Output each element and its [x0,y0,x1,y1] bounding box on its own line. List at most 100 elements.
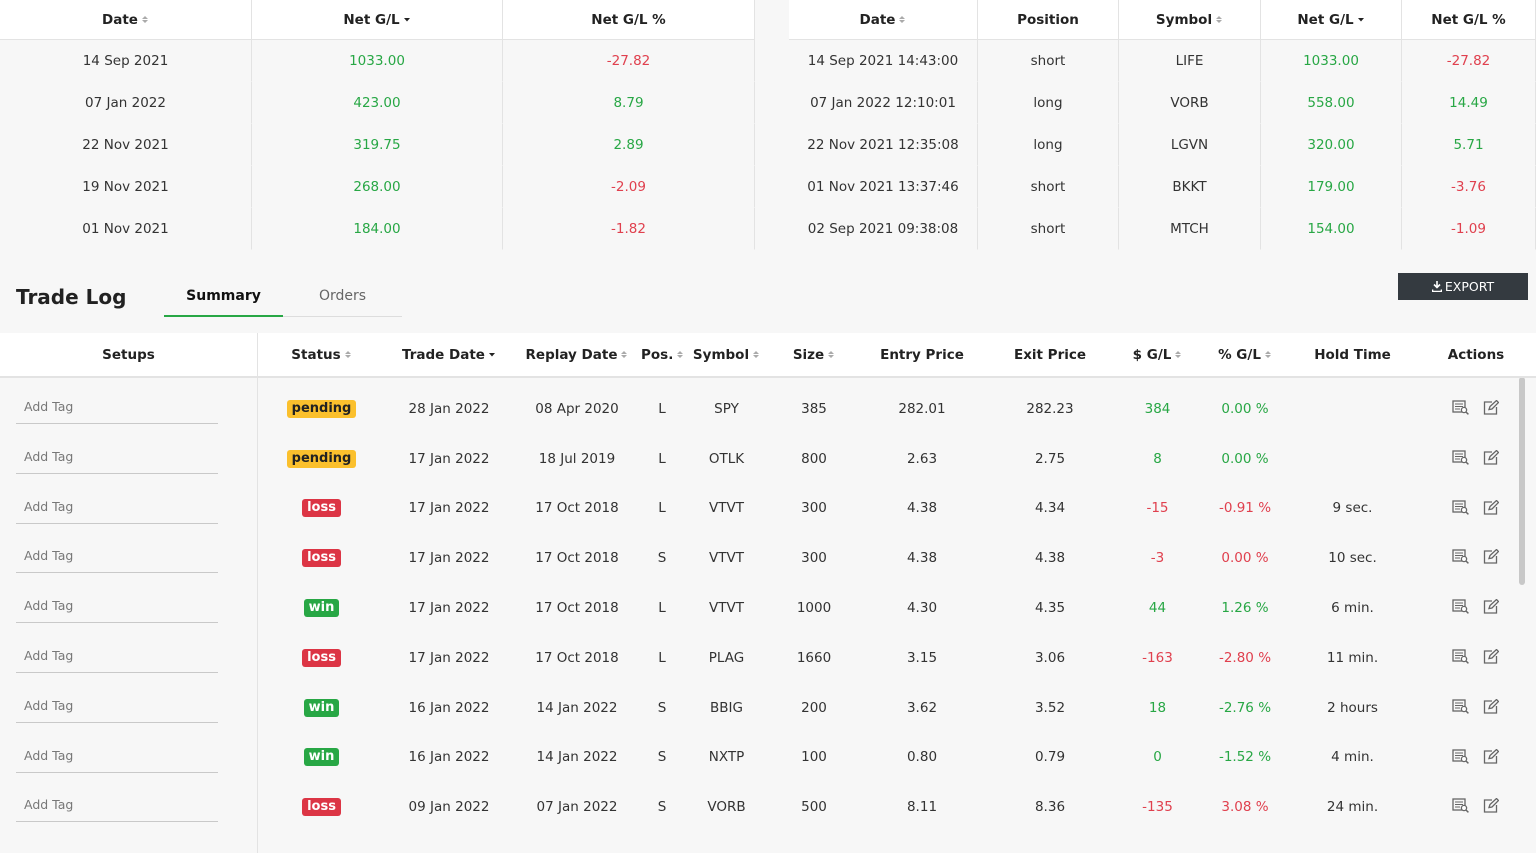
edit-icon[interactable] [1483,599,1499,614]
edit-icon[interactable] [1483,499,1499,515]
column-header[interactable]: Symbol [1119,0,1261,40]
sort-icon[interactable] [403,15,411,24]
sort-icon[interactable] [898,15,906,24]
table-cell: 8.79 [503,82,755,124]
sort-icon[interactable] [488,350,496,359]
view-icon[interactable] [1451,599,1469,615]
view-icon[interactable] [1451,450,1469,465]
edit-icon[interactable] [1483,649,1499,664]
table-cell: 0.00 % [1201,533,1289,583]
column-header[interactable]: Hold Time [1289,333,1416,377]
edit-icon[interactable] [1483,748,1499,764]
column-header[interactable]: Entry Price [858,333,986,377]
cell-text: 4.34 [1034,500,1066,517]
status-badge: loss [302,648,341,667]
table-cell: -1.82 [503,208,755,250]
cell-text: 4.38 [1034,550,1066,567]
column-header[interactable]: % G/L [1201,333,1289,377]
column-header[interactable]: Replay Date [513,333,641,377]
view-icon[interactable] [1451,549,1469,565]
cell-text: 11 min. [1326,649,1379,666]
add-tag-input[interactable]: Add Tag [16,390,218,424]
add-tag-placeholder: Add Tag [24,399,74,414]
add-tag-input[interactable]: Add Tag [16,689,218,723]
edit-icon[interactable] [1483,400,1499,415]
cell-text: -3.76 [1451,178,1486,195]
status-badge: pending [286,399,357,418]
cell-text: 14 Jan 2022 [536,749,618,766]
column-header[interactable]: Net G/L [1261,0,1402,40]
view-icon[interactable] [1451,499,1469,515]
edit-icon[interactable] [1483,798,1499,814]
column-header[interactable]: Actions [1416,333,1536,377]
header-label: Hold Time [1314,346,1391,363]
edit-icon[interactable] [1483,449,1499,465]
cell-text: 3.62 [906,699,938,716]
add-tag-input[interactable]: Add Tag [16,490,218,524]
add-tag-input[interactable]: Add Tag [16,639,218,673]
column-header[interactable]: Setups [0,333,258,377]
setups-divider [257,377,258,853]
view-icon[interactable] [1451,748,1469,764]
header-label: Entry Price [880,346,964,363]
column-header[interactable]: $ G/L [1114,333,1201,377]
column-header[interactable]: Pos. [641,333,683,377]
sort-icon[interactable] [752,350,760,359]
table-cell: 3.08 % [1201,782,1289,832]
actions [1440,599,1510,617]
tab-orders[interactable]: Orders [318,288,367,304]
column-header[interactable]: Exit Price [986,333,1114,377]
edit-icon[interactable] [1483,549,1499,565]
sort-icon[interactable] [676,350,683,359]
sort-icon[interactable] [141,15,149,24]
add-tag-input[interactable]: Add Tag [16,539,218,574]
table-cell: 319.75 [252,124,503,166]
column-header[interactable]: Size [770,333,858,377]
cell-text: -27.82 [1446,52,1491,69]
column-header[interactable]: Status [258,333,385,377]
table-cell: 800 [770,434,858,484]
table-cell: 320.00 [1261,124,1402,166]
add-tag-input[interactable]: Add Tag [16,440,218,474]
column-header[interactable]: Trade Date [385,333,513,377]
add-tag-input[interactable]: Add Tag [16,739,218,773]
cell-text: 19 Nov 2021 [82,178,169,195]
column-header[interactable]: Net G/L % [1402,0,1536,40]
cell-text: 8.11 [906,799,938,816]
export-button[interactable]: EXPORT [1398,273,1528,300]
column-header[interactable]: Date [0,0,252,40]
column-header[interactable]: Symbol [683,333,770,377]
table-cell: 100 [770,733,858,783]
view-icon[interactable] [1451,649,1469,664]
add-tag-input[interactable]: Add Tag [16,788,218,823]
sort-icon[interactable] [1215,15,1223,24]
tab-summary[interactable]: Summary [186,288,261,304]
sort-icon[interactable] [1174,350,1182,359]
table-cell: 423.00 [252,82,503,124]
sort-icon[interactable] [344,350,352,359]
table-cell: -0.91 % [1201,484,1289,534]
column-header[interactable]: Position [978,0,1119,40]
add-tag-input[interactable]: Add Tag [16,589,218,624]
scrollbar[interactable] [1519,377,1525,585]
cell-text: 01 Nov 2021 13:37:46 [807,178,959,195]
view-icon[interactable] [1451,699,1469,714]
cell-text: short [1030,220,1066,237]
view-icon[interactable] [1451,400,1469,415]
table-cell: 8.11 [858,782,986,832]
column-header[interactable]: Net G/L [252,0,503,40]
table-cell: loss [258,782,385,832]
cell-text: S [657,749,667,766]
column-header[interactable]: Date [789,0,978,40]
edit-icon[interactable] [1483,698,1499,714]
sort-icon[interactable] [1264,350,1272,359]
cell-text: -27.82 [606,52,651,69]
actions [1440,698,1510,717]
sort-icon[interactable] [827,350,835,359]
cell-text: -135 [1142,799,1173,816]
view-icon[interactable] [1451,798,1469,814]
cell-text: 154.00 [1307,220,1355,237]
column-header[interactable]: Net G/L % [503,0,755,40]
sort-icon[interactable] [620,350,628,359]
sort-icon[interactable] [1357,15,1365,24]
